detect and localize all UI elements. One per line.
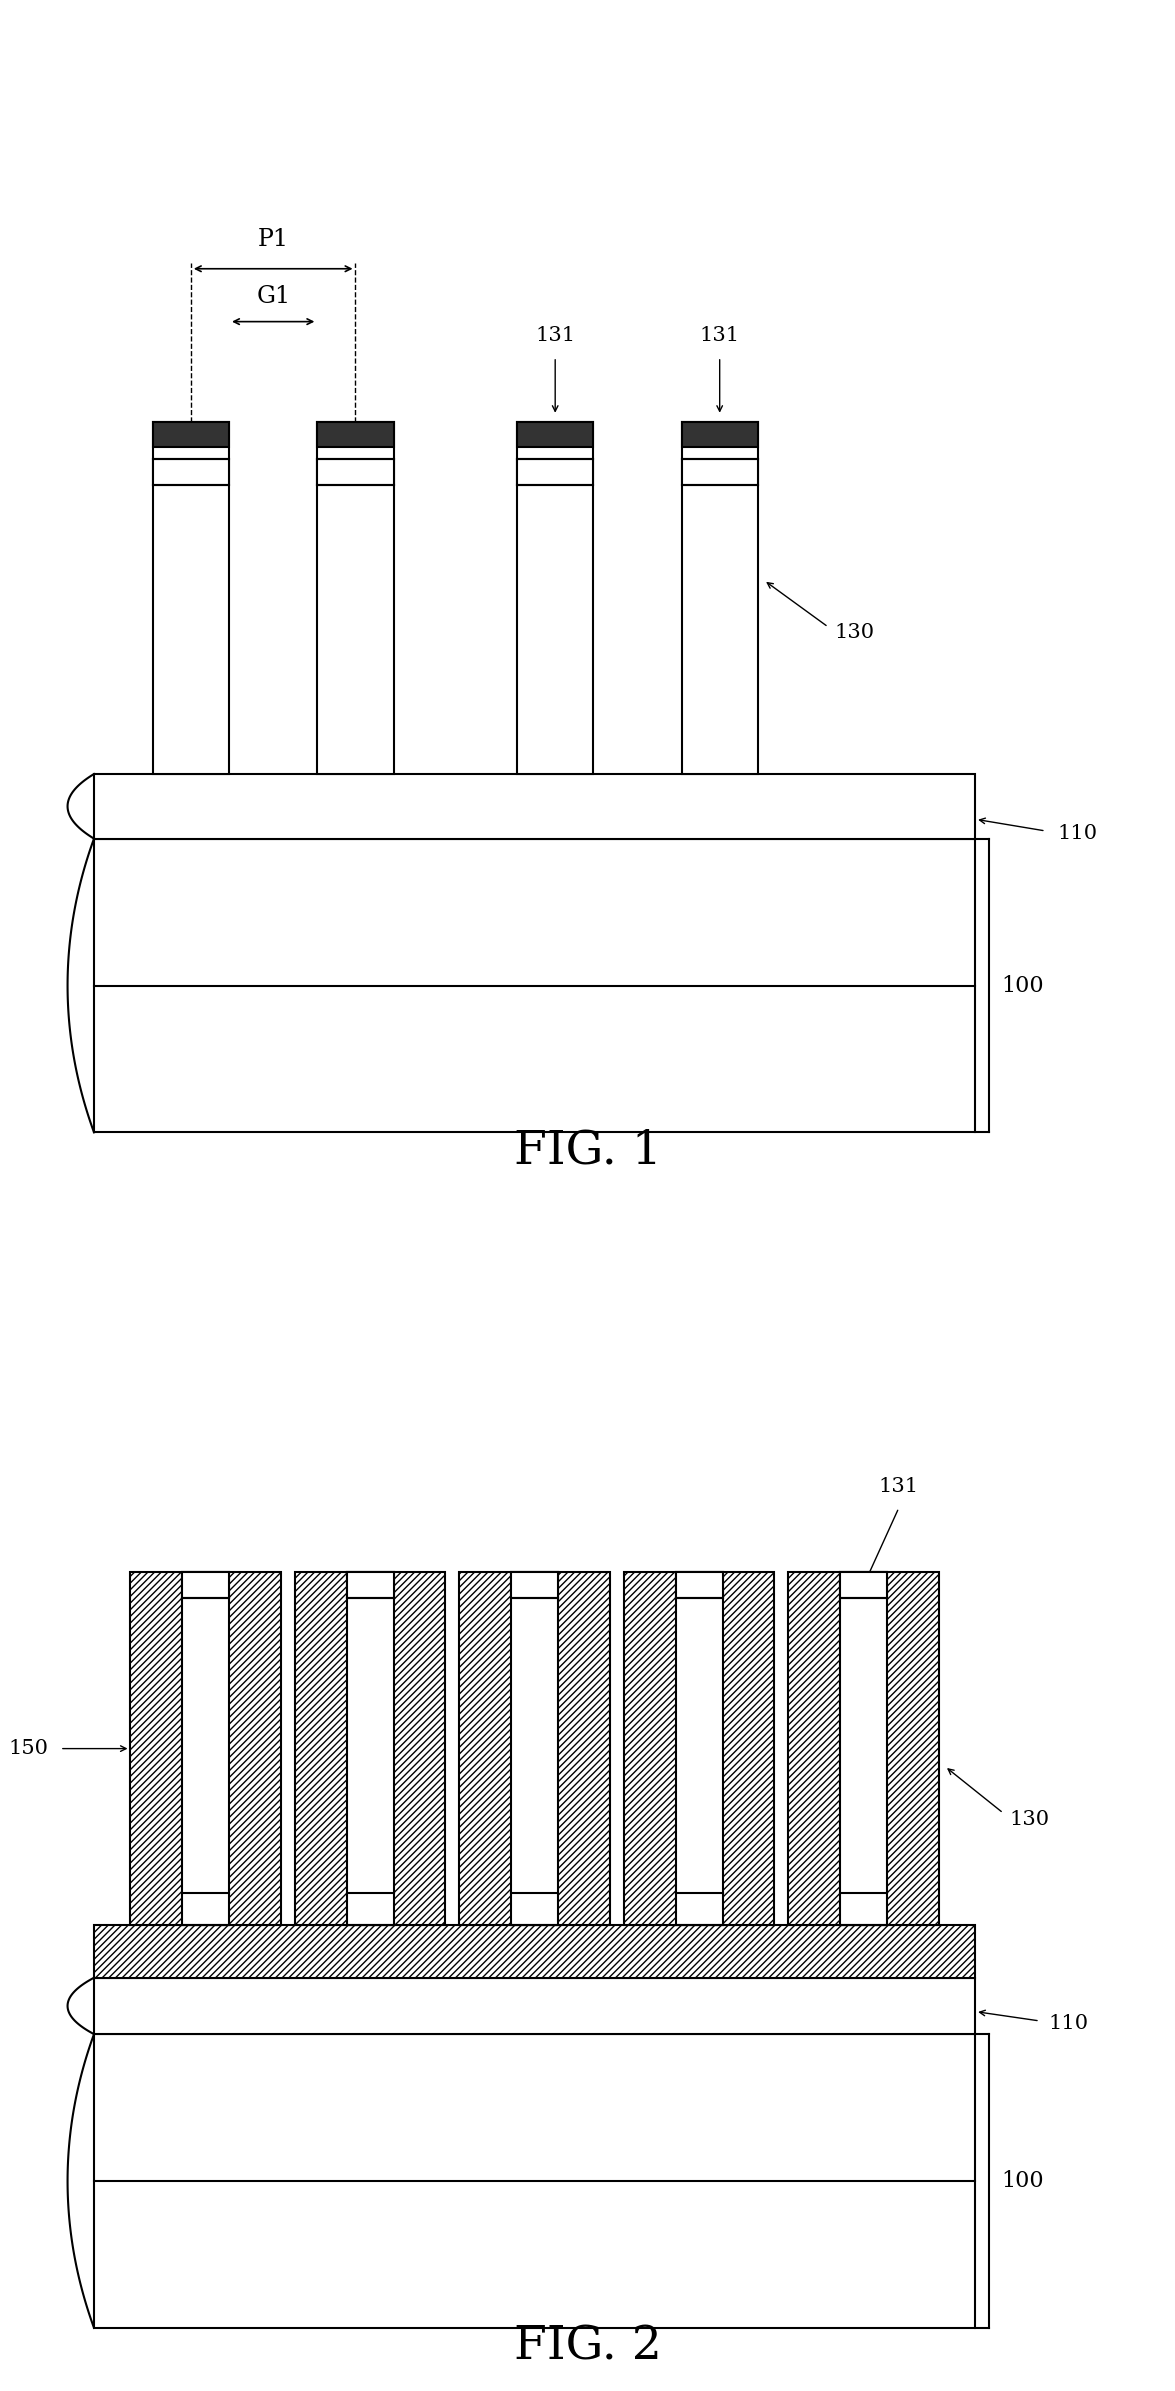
Bar — [459, 1573, 610, 1925]
Bar — [94, 839, 975, 1133]
Bar — [94, 775, 975, 839]
Bar — [317, 421, 394, 447]
Text: 131: 131 — [879, 1478, 919, 1497]
Text: 131: 131 — [699, 325, 740, 344]
Bar — [317, 421, 394, 775]
Text: 150: 150 — [8, 1738, 48, 1757]
Bar — [676, 1573, 723, 1925]
Bar — [511, 1573, 558, 1597]
Bar — [94, 2035, 975, 2329]
Bar — [788, 1573, 939, 1925]
Text: 130: 130 — [834, 624, 874, 643]
Bar — [295, 1573, 445, 1925]
Bar — [317, 459, 394, 485]
Text: FIG. 1: FIG. 1 — [513, 1129, 662, 1174]
Bar — [347, 1573, 394, 1925]
Text: 131: 131 — [535, 325, 576, 344]
Text: 110: 110 — [1048, 2013, 1088, 2032]
Text: 130: 130 — [1009, 1810, 1049, 1829]
Bar — [840, 1573, 887, 1597]
Bar — [153, 421, 229, 447]
Bar — [682, 421, 758, 447]
Text: 100: 100 — [1001, 976, 1043, 997]
Bar — [94, 1977, 975, 2035]
Bar — [347, 1573, 394, 1597]
Text: P1: P1 — [257, 227, 289, 251]
Bar — [682, 421, 758, 775]
Text: 100: 100 — [1001, 2171, 1043, 2193]
Bar — [676, 1573, 723, 1597]
Text: 110: 110 — [1058, 825, 1097, 844]
Bar — [153, 459, 229, 485]
Bar — [840, 1573, 887, 1925]
Bar — [517, 421, 593, 447]
Bar — [153, 421, 229, 775]
Bar — [517, 459, 593, 485]
Bar — [511, 1573, 558, 1925]
Bar — [624, 1573, 774, 1925]
Text: G1: G1 — [256, 285, 290, 308]
Bar — [682, 459, 758, 485]
Bar — [182, 1573, 229, 1597]
Bar — [182, 1573, 229, 1925]
Bar — [517, 421, 593, 775]
Text: FIG. 2: FIG. 2 — [513, 2324, 662, 2369]
Bar — [130, 1573, 281, 1925]
Bar — [94, 1925, 975, 1977]
